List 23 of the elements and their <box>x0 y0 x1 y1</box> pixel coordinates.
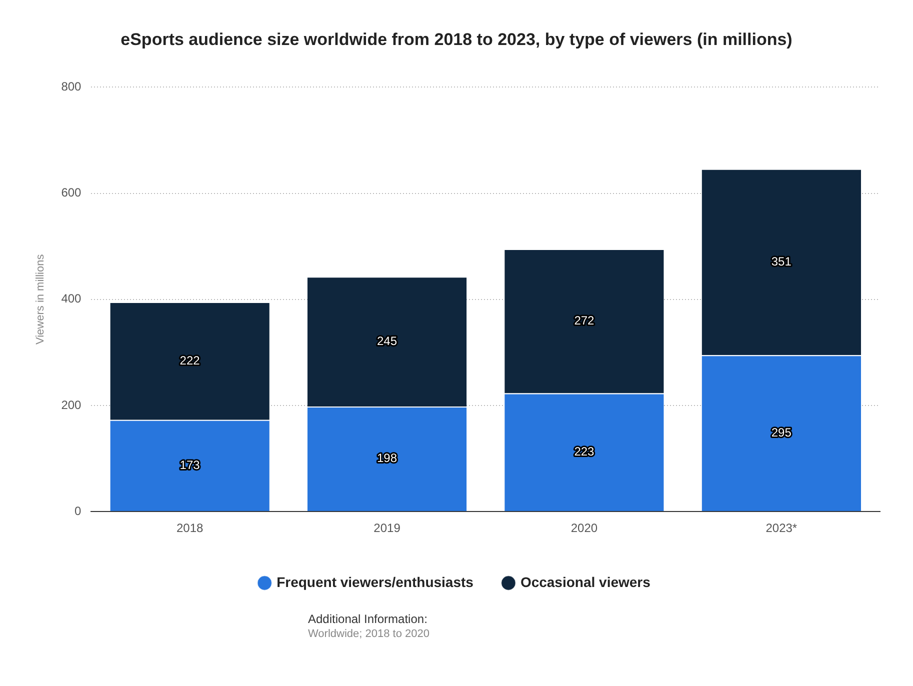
x-tick-label: 2023* <box>766 521 798 536</box>
y-tick-label: 800 <box>61 80 82 94</box>
x-tick-label: 2018 <box>176 521 204 536</box>
legend-label: Occasional viewers <box>520 574 651 590</box>
text: Additional Information: <box>308 612 428 627</box>
y-tick-label: 200 <box>61 398 82 412</box>
y-tick-label: 600 <box>61 186 82 200</box>
x-tick-label: 2020 <box>570 521 598 536</box>
data-label: 272 <box>574 313 595 328</box>
y-axis-title: Viewers in millions <box>34 254 47 345</box>
chart-title: eSports audience size worldwide from 2018 to 2023, by type of viewers (in millions) <box>120 30 794 50</box>
data-label: 245 <box>377 334 398 348</box>
x-tick-label: 2019 <box>374 521 401 536</box>
data-label: 223 <box>574 444 595 459</box>
data-label: 295 <box>771 425 792 440</box>
legend-label: Frequent viewers/enthusiasts <box>276 574 474 590</box>
y-tick-label: 0 <box>74 504 82 518</box>
data-label: 198 <box>377 451 398 466</box>
text: Worldwide; 2018 to 2020 <box>308 627 430 642</box>
data-label: 222 <box>180 353 200 368</box>
data-label: 351 <box>771 254 792 268</box>
data-label: 173 <box>180 458 200 472</box>
y-tick-label: 400 <box>61 292 82 306</box>
